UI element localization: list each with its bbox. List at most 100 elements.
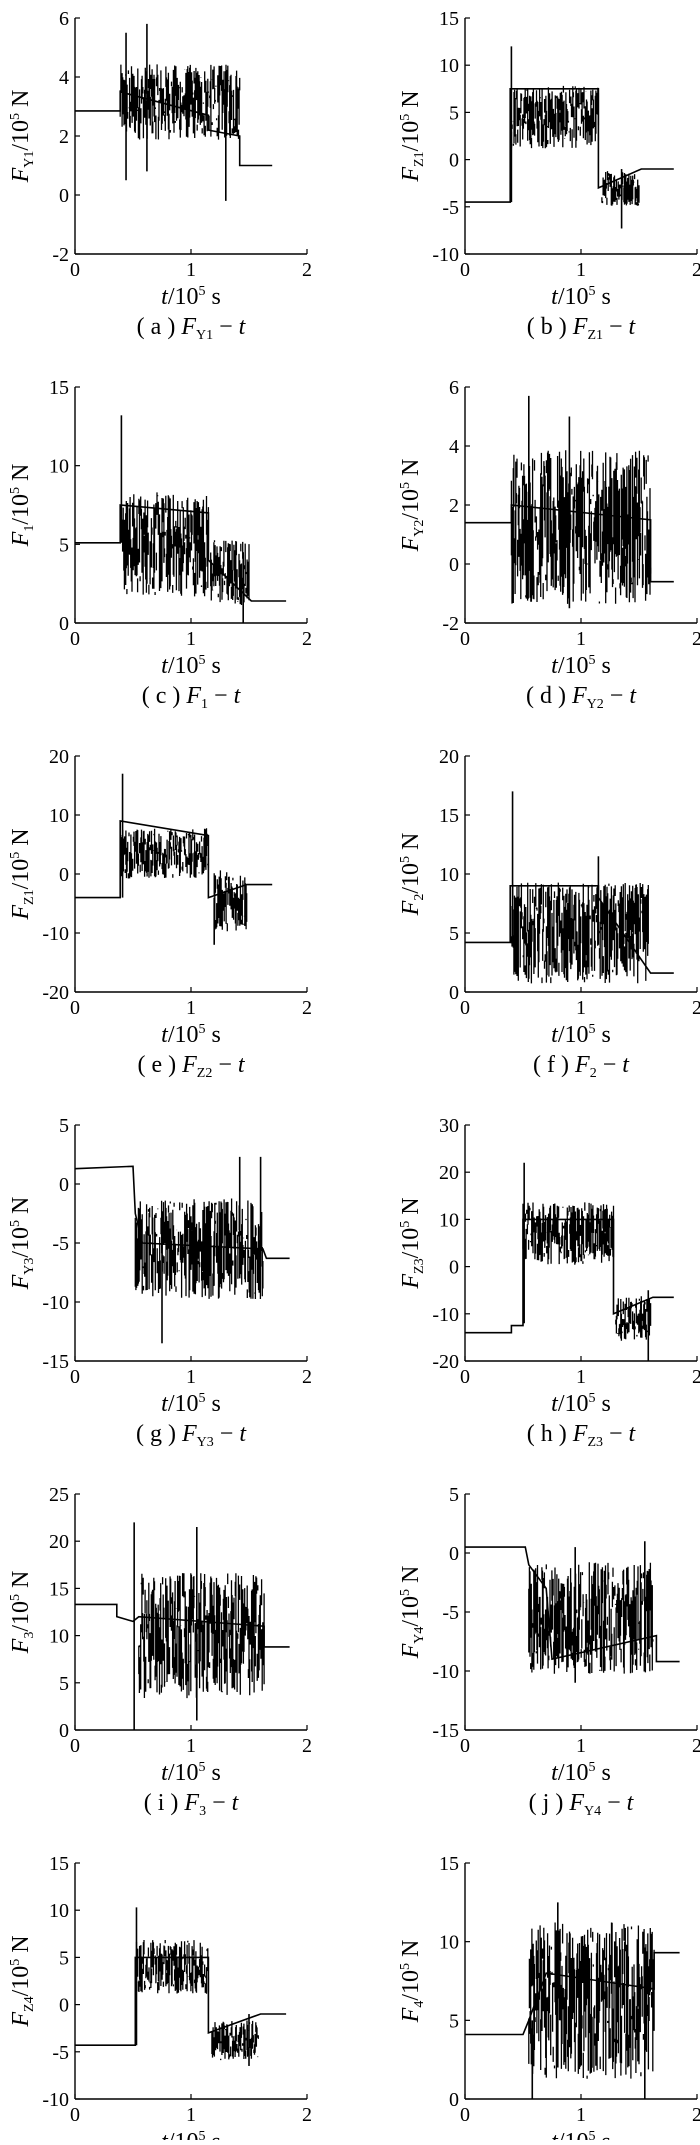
y-label-sub: Z3 bbox=[412, 1258, 427, 1274]
x-label-tail: s bbox=[596, 1760, 611, 1786]
series-profile-line bbox=[75, 1603, 290, 1648]
y-label-var: F bbox=[398, 536, 424, 552]
x-tick-label: 2 bbox=[692, 1366, 700, 1388]
caption-open: ( bbox=[136, 1421, 144, 1447]
x-axis-label: t/105 s bbox=[161, 2129, 221, 2140]
x-label-var: t bbox=[551, 284, 559, 310]
y-label-exp: 5 bbox=[398, 856, 413, 863]
x-label-tail: s bbox=[596, 284, 611, 310]
caption-open: ( bbox=[526, 683, 534, 709]
y-tick-label: 0 bbox=[449, 982, 459, 1004]
y-tick-label: 2 bbox=[59, 126, 69, 148]
caption-open: ( bbox=[527, 314, 535, 340]
x-tick-label: 2 bbox=[692, 2104, 700, 2126]
caption-open: ( bbox=[137, 314, 145, 340]
y-axis-label: FZ3/105 N bbox=[398, 1197, 427, 1289]
y-label-unit: /10 bbox=[398, 863, 424, 894]
y-tick-label: 15 bbox=[439, 8, 459, 30]
series-d-0 bbox=[465, 395, 674, 609]
x-tick-label: 1 bbox=[186, 1366, 196, 1388]
y-tick-label: -10 bbox=[432, 244, 459, 266]
y-label-sub: Y1 bbox=[22, 151, 37, 168]
y-label-tail: N bbox=[398, 1197, 424, 1220]
x-axis-label: t/105 s bbox=[551, 1760, 611, 1786]
caption-letter: a bbox=[145, 314, 168, 340]
y-label-unit: /10 bbox=[398, 121, 424, 152]
y-label-exp: 5 bbox=[8, 1594, 23, 1601]
y-tick-label: -2 bbox=[442, 613, 459, 635]
y-tick-label: 0 bbox=[59, 864, 69, 886]
caption-sub: Y3 bbox=[197, 1435, 214, 1450]
y-label-sub: Y2 bbox=[412, 520, 427, 537]
caption-close: ) bbox=[561, 1052, 569, 1078]
y-label-sub: 4 bbox=[412, 2001, 427, 2008]
caption-letter: f bbox=[541, 1052, 561, 1078]
caption-var: F bbox=[572, 1421, 588, 1447]
y-label-var: F bbox=[398, 1274, 424, 1290]
caption-close: ) bbox=[168, 1421, 176, 1447]
y-label-tail: N bbox=[398, 90, 424, 113]
x-tick-label: 0 bbox=[70, 997, 80, 1019]
y-label-exp: 5 bbox=[8, 1220, 23, 1227]
y-label-exp: 5 bbox=[398, 1221, 413, 1228]
caption-letter: g bbox=[144, 1421, 168, 1447]
y-label-unit: /10 bbox=[398, 489, 424, 520]
y-label-tail: N bbox=[398, 833, 424, 856]
panel-caption: ( g ) FY3 − t bbox=[136, 1421, 247, 1450]
y-tick-label: 10 bbox=[439, 1209, 459, 1231]
y-tick-label: 20 bbox=[49, 746, 69, 768]
y-tick-label: 0 bbox=[59, 1720, 69, 1742]
y-label-exp: 5 bbox=[398, 1963, 413, 1970]
y-tick-label: -10 bbox=[432, 1304, 459, 1326]
y-tick-label: 10 bbox=[49, 805, 69, 827]
y-axis-label: F4/105 N bbox=[398, 1940, 427, 2024]
caption-t: t bbox=[239, 1421, 247, 1447]
y-tick-label: -5 bbox=[52, 2042, 69, 2064]
caption-sub: Y4 bbox=[584, 1804, 601, 1819]
x-label-exp: 5 bbox=[589, 1022, 596, 1037]
caption-t: t bbox=[239, 314, 247, 340]
caption-sub: Y1 bbox=[196, 328, 213, 343]
y-tick-label: 5 bbox=[59, 534, 69, 556]
caption-sub: Z3 bbox=[587, 1435, 603, 1450]
series-b-0 bbox=[465, 46, 674, 229]
oscillation-band bbox=[510, 450, 652, 604]
y-tick-label: 5 bbox=[449, 1484, 459, 1506]
caption-t: t bbox=[238, 1052, 246, 1078]
caption-t: t bbox=[629, 683, 637, 709]
caption-sub: 3 bbox=[199, 1804, 206, 1819]
caption-letter: d bbox=[534, 683, 558, 709]
caption-dash: − bbox=[603, 1421, 629, 1447]
x-tick-label: 0 bbox=[70, 1735, 80, 1757]
x-label-exp: 5 bbox=[199, 284, 206, 299]
series-i-0 bbox=[75, 1522, 290, 1730]
x-tick-label: 1 bbox=[576, 1735, 586, 1757]
x-label-unit: /10 bbox=[558, 284, 589, 310]
caption-open: ( bbox=[533, 1052, 541, 1078]
x-label-unit: /10 bbox=[168, 1022, 199, 1048]
oscillation-band bbox=[528, 1922, 655, 2079]
y-tick-label: 0 bbox=[449, 150, 459, 172]
x-label-var: t bbox=[551, 1022, 559, 1048]
y-label-var: F bbox=[8, 531, 34, 547]
y-tick-label: 10 bbox=[439, 55, 459, 77]
x-tick-label: 2 bbox=[692, 628, 700, 650]
y-tick-label: 5 bbox=[59, 1673, 69, 1695]
panel-caption: ( f ) F2 − t bbox=[533, 1052, 630, 1081]
x-label-var: t bbox=[551, 653, 559, 679]
x-tick-label: 1 bbox=[576, 628, 586, 650]
y-label-exp: 5 bbox=[398, 114, 413, 121]
x-axis-label: t/105 s bbox=[161, 1391, 221, 1417]
caption-t: t bbox=[622, 1052, 630, 1078]
panel-caption: ( a ) FY1 − t bbox=[137, 314, 247, 343]
caption-letter: j bbox=[537, 1790, 556, 1816]
y-label-sub: Y4 bbox=[412, 1627, 427, 1644]
y-label-sub: Z1 bbox=[412, 151, 427, 167]
x-label-var: t bbox=[161, 2129, 169, 2140]
caption-close: ) bbox=[172, 683, 180, 709]
y-tick-label: 0 bbox=[449, 554, 459, 576]
y-label-tail: N bbox=[8, 1935, 34, 1958]
